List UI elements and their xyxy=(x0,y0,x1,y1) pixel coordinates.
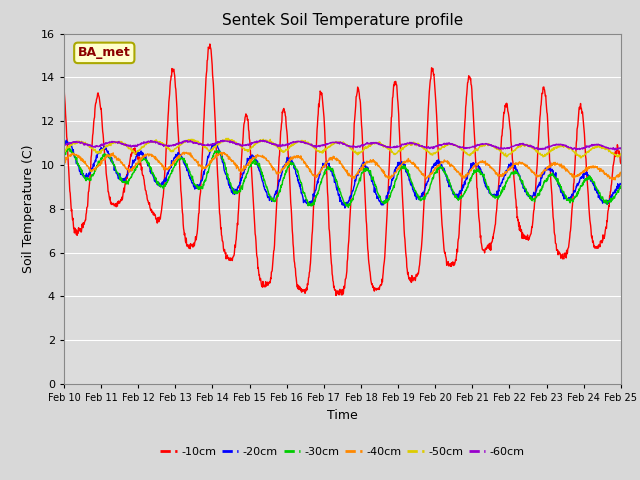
-10cm xyxy=(184,242,191,248)
Text: BA_met: BA_met xyxy=(78,47,131,60)
-20cm xyxy=(246,158,254,164)
-60cm xyxy=(502,145,509,151)
-60cm xyxy=(617,145,625,151)
-20cm xyxy=(341,205,349,211)
Line: -60cm: -60cm xyxy=(64,140,621,150)
-40cm xyxy=(611,177,619,183)
-20cm xyxy=(63,137,70,143)
X-axis label: Time: Time xyxy=(327,408,358,421)
-50cm xyxy=(170,146,178,152)
-20cm xyxy=(617,181,625,187)
-60cm xyxy=(246,142,254,147)
-50cm xyxy=(224,135,232,141)
-20cm xyxy=(184,169,192,175)
-50cm xyxy=(429,150,437,156)
-60cm xyxy=(260,137,268,143)
-40cm xyxy=(502,169,509,175)
-60cm xyxy=(611,147,619,153)
-10cm xyxy=(429,72,437,78)
-60cm xyxy=(60,143,68,148)
-40cm xyxy=(429,168,437,174)
-40cm xyxy=(60,160,68,166)
-60cm xyxy=(184,139,191,145)
-30cm xyxy=(65,145,73,151)
-40cm xyxy=(170,160,178,166)
Line: -30cm: -30cm xyxy=(64,148,621,207)
Legend: -10cm, -20cm, -30cm, -40cm, -50cm, -60cm: -10cm, -20cm, -30cm, -40cm, -50cm, -60cm xyxy=(156,442,529,461)
Line: -20cm: -20cm xyxy=(64,140,621,208)
-10cm xyxy=(332,293,340,299)
-10cm xyxy=(617,160,625,166)
-30cm xyxy=(171,163,179,168)
-30cm xyxy=(246,162,254,168)
-40cm xyxy=(246,160,254,166)
-10cm xyxy=(60,82,68,87)
-60cm xyxy=(170,142,178,148)
-30cm xyxy=(184,166,192,171)
-10cm xyxy=(552,240,559,246)
-20cm xyxy=(171,154,179,160)
-50cm xyxy=(60,147,68,153)
-60cm xyxy=(429,144,437,150)
Line: -50cm: -50cm xyxy=(64,138,621,158)
-20cm xyxy=(502,168,510,173)
-30cm xyxy=(617,183,625,189)
-10cm xyxy=(170,70,178,76)
-30cm xyxy=(344,204,352,210)
Line: -40cm: -40cm xyxy=(64,152,621,180)
Y-axis label: Soil Temperature (C): Soil Temperature (C) xyxy=(22,144,35,273)
-10cm xyxy=(246,150,254,156)
-50cm xyxy=(551,144,559,150)
-10cm xyxy=(502,104,510,110)
-40cm xyxy=(551,159,559,165)
-10cm xyxy=(206,41,214,47)
-50cm xyxy=(184,138,191,144)
-30cm xyxy=(552,175,559,180)
-50cm xyxy=(502,153,509,158)
-40cm xyxy=(180,149,188,155)
-20cm xyxy=(429,164,437,170)
Line: -10cm: -10cm xyxy=(64,44,621,296)
-40cm xyxy=(184,151,192,157)
-50cm xyxy=(577,155,585,161)
-20cm xyxy=(60,144,68,150)
-30cm xyxy=(502,180,510,186)
-40cm xyxy=(617,170,625,176)
-30cm xyxy=(429,175,437,181)
-50cm xyxy=(617,151,625,157)
-50cm xyxy=(246,146,254,152)
Title: Sentek Soil Temperature profile: Sentek Soil Temperature profile xyxy=(222,13,463,28)
-20cm xyxy=(552,173,559,179)
-30cm xyxy=(60,148,68,154)
-60cm xyxy=(551,142,559,147)
